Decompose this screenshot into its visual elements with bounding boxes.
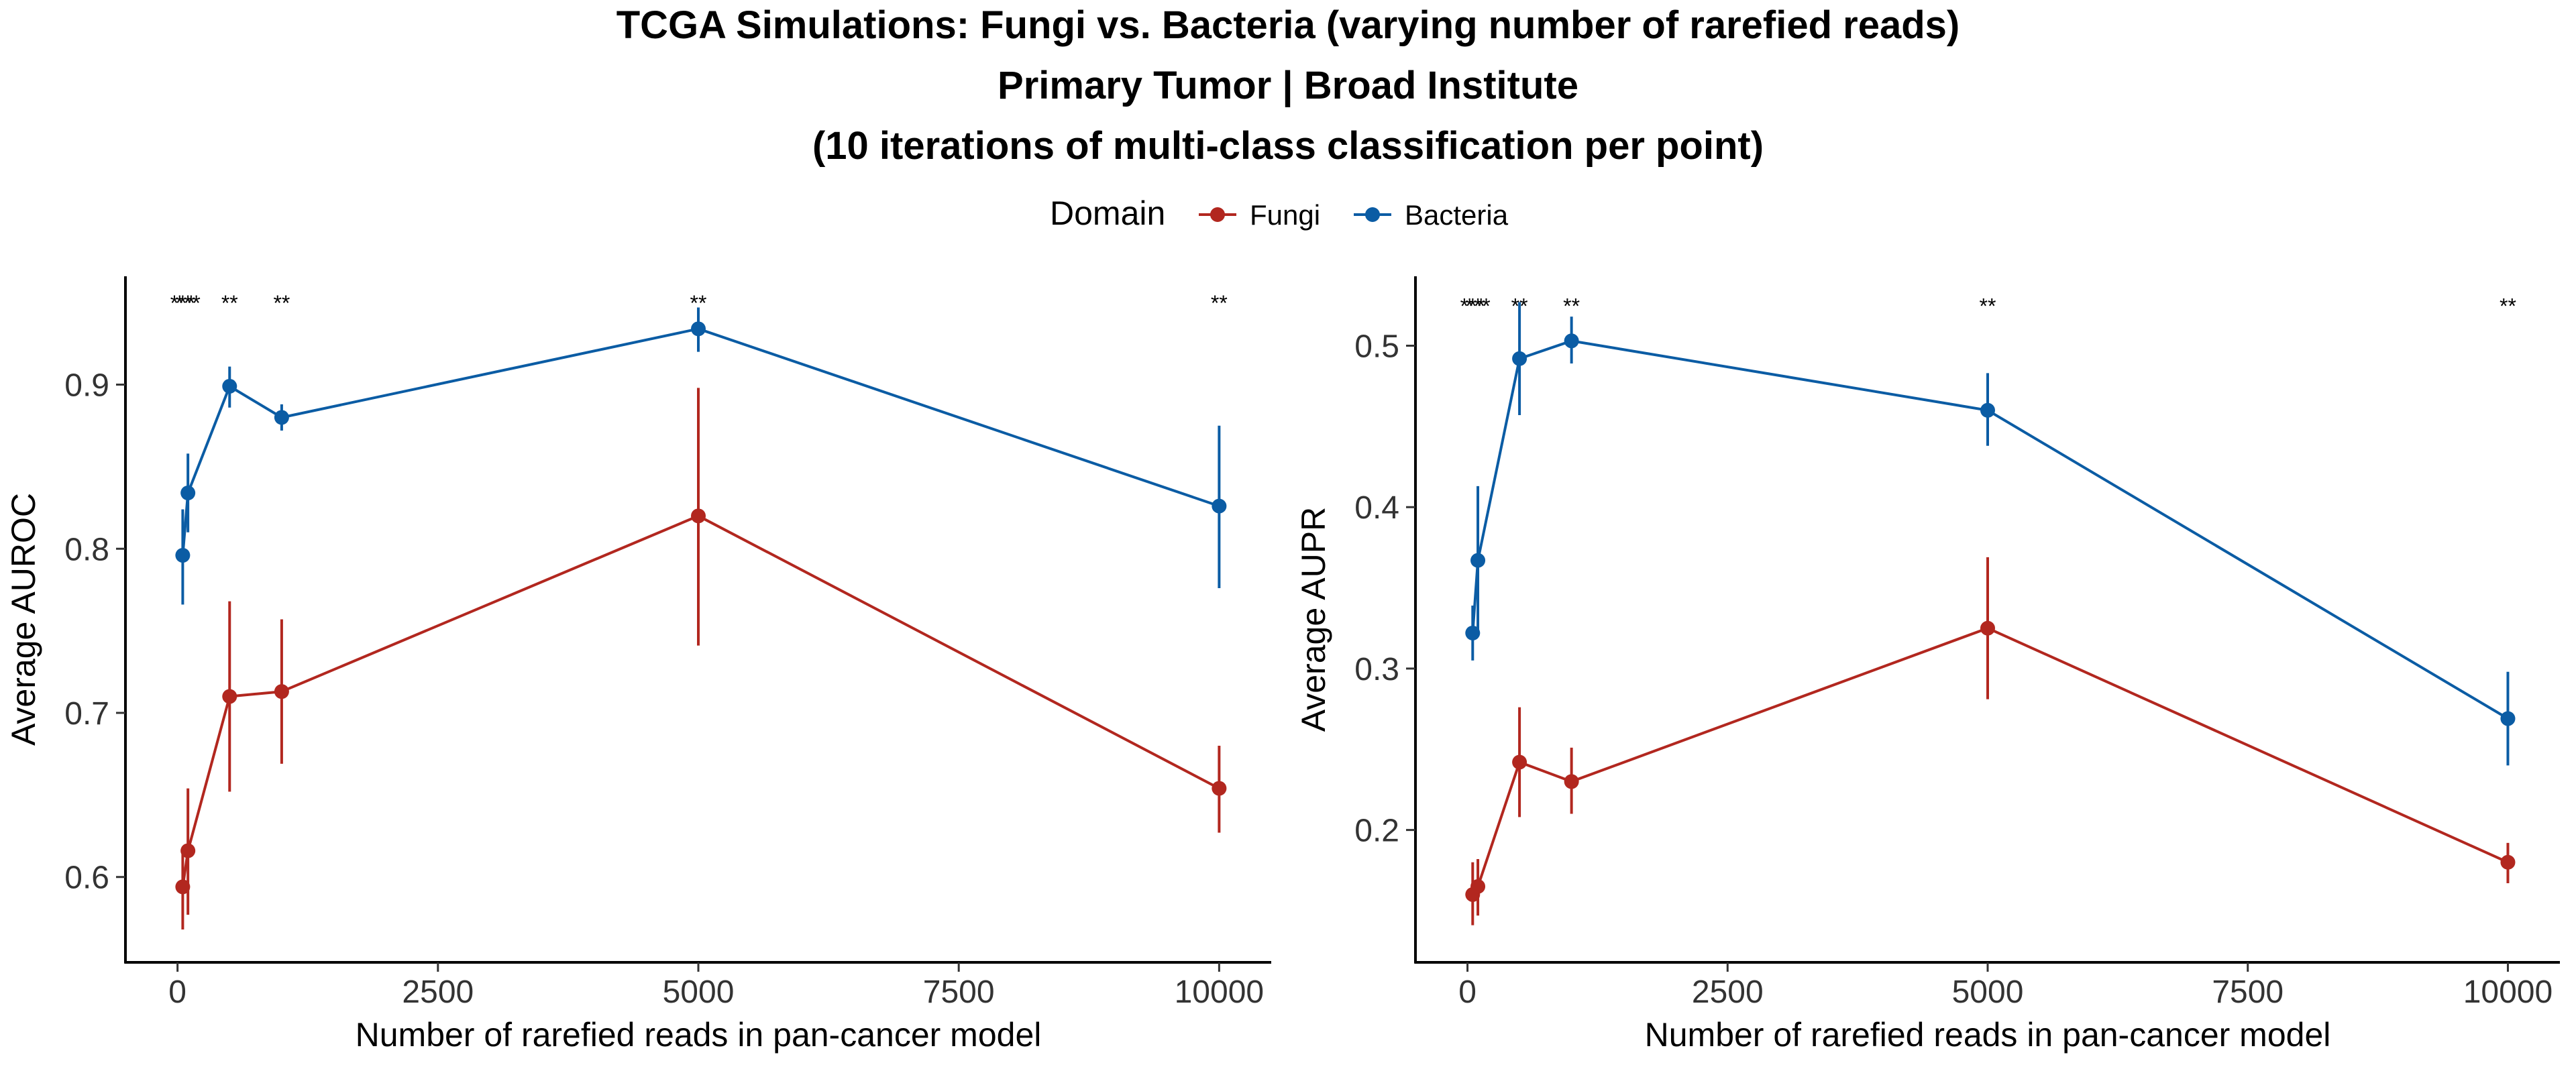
- y-tick-label: 0.9: [64, 368, 109, 404]
- x-axis-label: Number of rarefied reads in pan-cancer m…: [356, 1016, 1042, 1054]
- significance-label: ***: [170, 291, 195, 315]
- legend-key-point-bacteria: [1365, 207, 1380, 222]
- data-point-fungi: [175, 879, 191, 895]
- y-axis-label: Average AUPR: [1295, 507, 1332, 732]
- y-tick-label: 0.5: [1354, 329, 1399, 365]
- data-point-fungi: [1980, 620, 1995, 636]
- y-axis-label: Average AUROC: [5, 493, 42, 746]
- x-tick-label: 10000: [1175, 974, 1264, 1010]
- title-line-2: Primary Tumor | Broad Institute: [998, 64, 1578, 107]
- data-point-bacteria: [180, 486, 196, 501]
- x-tick-label: 5000: [1952, 974, 2024, 1010]
- data-point-fungi: [691, 508, 706, 524]
- y-tick-label: 0.3: [1354, 652, 1399, 687]
- x-tick-label: 2500: [402, 974, 474, 1010]
- significance-label: **: [1211, 291, 1228, 315]
- significance-label: ***: [1460, 294, 1485, 318]
- data-point-fungi: [2500, 854, 2516, 870]
- legend-title: Domain: [1050, 194, 1165, 232]
- title-line-3: (10 iterations of multi-class classifica…: [812, 124, 1764, 168]
- y-tick-label: 0.7: [64, 696, 109, 732]
- data-point-fungi: [274, 684, 289, 699]
- significance-label: ***: [175, 291, 200, 315]
- y-tick-label: 0.2: [1354, 813, 1399, 849]
- data-point-bacteria: [2500, 711, 2516, 726]
- legend: Domain Fungi Bacteria: [1050, 194, 1509, 232]
- data-point-bacteria: [1465, 625, 1481, 640]
- data-point-bacteria: [1212, 498, 1227, 514]
- legend-label-bacteria: Bacteria: [1405, 199, 1509, 231]
- data-point-bacteria: [1564, 333, 1579, 349]
- significance-label: **: [2500, 294, 2516, 318]
- data-point-bacteria: [274, 410, 289, 425]
- significance-label: ***: [1465, 294, 1490, 318]
- x-tick-label: 0: [1458, 974, 1477, 1010]
- legend-key-point-fungi: [1210, 207, 1225, 222]
- aupr-panel: 0 2500 5000 7500 10000 0.2 0.3 0.4 0.5 Number of …: [1295, 276, 2560, 1054]
- data-point-bacteria: [222, 378, 237, 394]
- series-line-bacteria: [1471, 339, 2509, 720]
- data-point-bacteria: [175, 548, 191, 563]
- data-point-bacteria: [1980, 402, 1995, 418]
- x-tick-label: 7500: [2212, 974, 2284, 1010]
- data-point-fungi: [180, 843, 196, 858]
- data-point-fungi: [1212, 781, 1227, 796]
- data-point-bacteria: [691, 321, 706, 337]
- data-point-fungi: [1512, 754, 1527, 770]
- significance-label: **: [273, 291, 290, 315]
- y-tick-label: 0.6: [64, 860, 109, 896]
- significance-label: **: [1563, 294, 1580, 318]
- significance-label: **: [221, 291, 238, 315]
- title-line-1: TCGA Simulations: Fungi vs. Bacteria (va…: [616, 3, 1960, 47]
- data-point-fungi: [1470, 879, 1486, 894]
- x-axis-label: Number of rarefied reads in pan-cancer m…: [1645, 1016, 2331, 1054]
- legend-label-fungi: Fungi: [1250, 199, 1320, 231]
- auroc-panel: 0 2500 5000 7500 10000 0.6 0.7 0.8 0.9 Number of …: [5, 276, 1271, 1054]
- x-tick-label: 2500: [1692, 974, 1764, 1010]
- series-line-bacteria: [181, 327, 1220, 556]
- y-tick-label: 0.8: [64, 532, 109, 567]
- data-point-bacteria: [1512, 351, 1527, 366]
- data-point-fungi: [1564, 774, 1579, 789]
- x-tick-label: 10000: [2463, 974, 2553, 1010]
- x-tick-label: 0: [168, 974, 186, 1010]
- data-point-fungi: [222, 689, 237, 704]
- x-tick-label: 5000: [663, 974, 735, 1010]
- significance-label: **: [1980, 294, 1996, 318]
- data-point-bacteria: [1470, 553, 1486, 568]
- y-tick-label: 0.4: [1354, 490, 1399, 526]
- x-tick-label: 7500: [923, 974, 995, 1010]
